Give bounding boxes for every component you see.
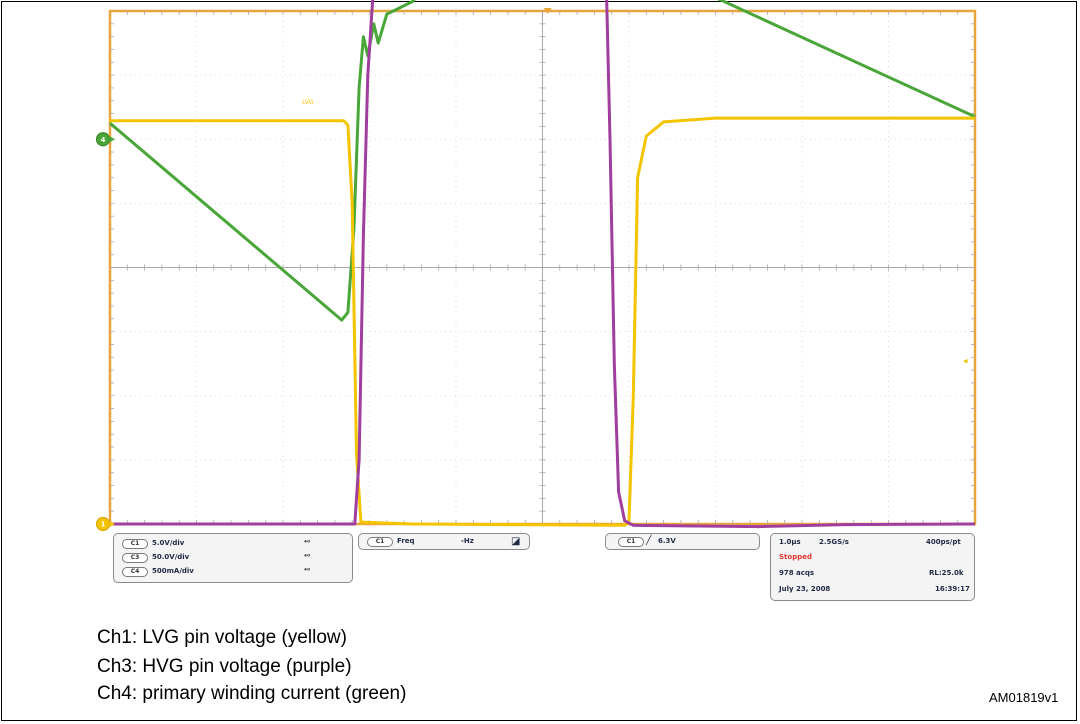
flag-icon[interactable]: ◪ (511, 536, 521, 547)
bandwidth-icon: ⁴⁰ (304, 539, 311, 547)
channel-setting-row: C4 500mA/div ⁴⁰ (114, 565, 352, 578)
channel-setting-row: C3 50.0V/div ⁴⁰ (114, 551, 352, 564)
trace-label-c1: LVG (302, 99, 314, 106)
bandwidth-icon: ⁴⁰ (304, 567, 311, 575)
trace-c3 (110, 0, 976, 529)
trigger-level-icon[interactable]: ◂ (963, 356, 968, 366)
acquisition-date: July 23, 2008 (779, 585, 831, 593)
trace-c1 (110, 116, 975, 527)
channel-pill[interactable]: C1 (618, 537, 644, 547)
timebase: 1.0µs (779, 538, 801, 546)
trace-c4 (109, 0, 976, 322)
channel-pill[interactable]: C4 (122, 567, 148, 577)
acquisition-time: 16:39:17 (935, 585, 970, 593)
channel-scale: 5.0V/div (152, 539, 185, 547)
trigger-position-icon[interactable] (543, 8, 552, 14)
caption-ch4: Ch4: primary winding current (green) (97, 683, 407, 704)
sample-rate: 2.5GS/s (819, 538, 849, 546)
channel-setting-row: C1 5.0V/div ⁴⁰ (114, 537, 352, 550)
acquisition-count: 978 acqs (779, 569, 815, 577)
caption-ch3: Ch3: HVG pin voltage (purple) (97, 656, 352, 677)
markers: 4 1 ◂ (95, 8, 968, 532)
ground-arrow-icon (109, 521, 115, 527)
ground-arrow-icon (109, 136, 115, 143)
channel-pill[interactable]: C1 (367, 537, 393, 547)
channel-scale: 500mA/div (152, 567, 194, 575)
record-length: RL:25.0k (929, 569, 964, 577)
caption-ch1: Ch1: LVG pin voltage (yellow) (97, 627, 347, 648)
graticule (110, 11, 975, 524)
channel-pill[interactable]: C3 (122, 553, 148, 563)
measurement-row: C1 Freq -Hz ◪ (359, 535, 529, 548)
ground-marker-label: 4 (101, 136, 106, 144)
acquisition-row: Stopped (771, 551, 974, 564)
trigger-slope-icon: ╱ (646, 536, 652, 546)
ground-marker-label: 1 (101, 521, 106, 529)
trigger-row: C1 ╱ 6.3V (606, 535, 759, 548)
channel-settings-panel: C1 5.0V/div ⁴⁰ C3 50.0V/div ⁴⁰ C4 500mA/… (113, 533, 353, 583)
acquisition-state: Stopped (779, 553, 812, 561)
channel-scale: 50.0V/div (152, 553, 190, 561)
trace-labels: LVGHVGIprim (302, 99, 314, 106)
measurement-label: Freq (397, 537, 415, 545)
measurement-panel: C1 Freq -Hz ◪ (358, 533, 530, 550)
acquisition-row: July 23, 2008 16:39:17 (771, 583, 974, 596)
acquisition-row: 1.0µs 2.5GS/s 400ps/pt (771, 536, 974, 549)
acquisition-row: 978 acqs RL:25.0k (771, 567, 974, 580)
figure-id: AM01819v1 (989, 690, 1059, 705)
trigger-panel: C1 ╱ 6.3V (605, 533, 760, 550)
channel-pill[interactable]: C1 (122, 539, 148, 549)
record-resolution: 400ps/pt (926, 538, 961, 546)
traces (109, 0, 976, 529)
acquisition-panel: 1.0µs 2.5GS/s 400ps/pt Stopped 978 acqs … (770, 533, 975, 601)
trigger-level: 6.3V (658, 537, 676, 545)
bandwidth-icon: ⁴⁰ (304, 553, 311, 561)
measurement-value: -Hz (461, 537, 474, 545)
